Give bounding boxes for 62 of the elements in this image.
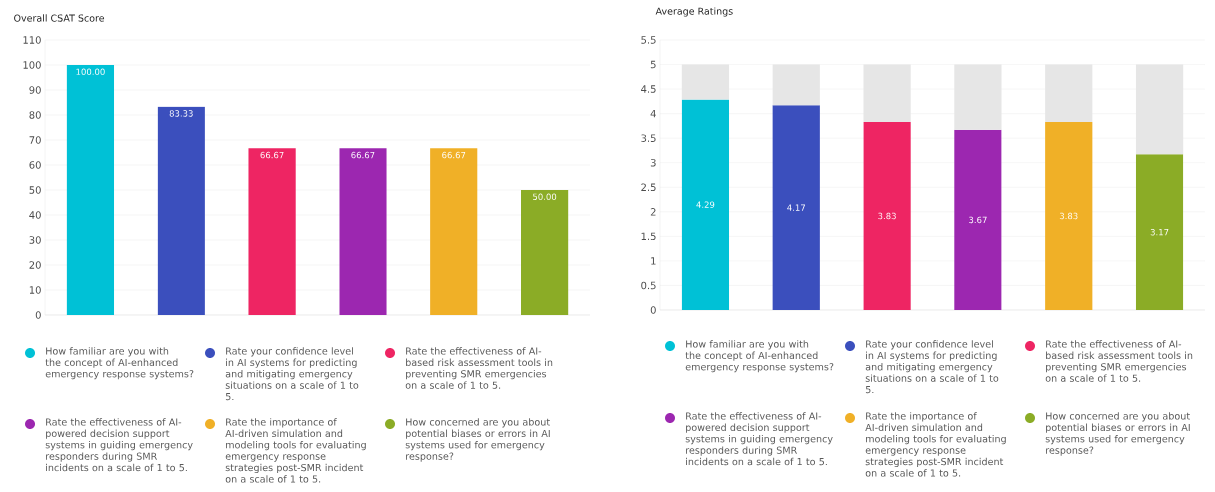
y-tick-label: 50 [29,186,41,194]
data-label: 3.17 [1150,228,1169,236]
legend-label: How familiar are you with the concept of AI-enhanced emergency response systems? [45,347,194,380]
data-label: 83.33 [169,110,193,117]
y-tick-label: 4.5 [641,85,656,93]
y-tick-label: 100 [23,61,41,69]
bar [954,129,1002,310]
legend-label: Rate the effectiveness of AI-powered decision support systems in guiding emergency responders during SMR incidents on a scale of 1 to 5. [685,412,833,466]
bar [863,64,911,122]
y-tick-label: 30 [29,236,41,244]
y-tick-label: 10 [29,286,41,294]
y-tick-label: 2.5 [641,183,656,192]
y-tick-label: 0 [650,306,656,314]
bar [863,121,911,310]
data-label: 4.29 [696,201,715,208]
y-tick-label: 0 [35,311,41,319]
data-label: 3.67 [969,216,987,224]
legend-label: Rate the importance of AI-driven simulation and modeling tools for evaluating emergency response strategies post-SMR incident on a scale of 1 to 5. [225,418,366,483]
y-tick-label: 3.5 [641,134,656,142]
data-label: 3.83 [1059,212,1078,220]
legend-label: How familiar are you with the concept of AI-enhanced emergency response systems? [685,340,834,373]
y-tick-label: 1 [651,257,656,265]
legend-label: Rate the effectiveness of AI-based risk assessment tools in preventing SMR emergencies on a scale of 1 to 5. [1045,340,1193,382]
y-tick-label: 20 [29,261,41,269]
data-label: 4.17 [787,204,805,211]
legend-label: Rate the effectiveness of AI-based risk assessment tools in preventing SMR emergencies on a scale of 1 to 5. [405,347,553,389]
bar [954,64,1002,130]
legend-label: Rate your confidence level in AI systems for predicting and mitigating emergency situations on a scale of 1 to 5. [865,340,999,394]
y-tick-label: 110 [23,36,41,44]
bar [681,64,730,100]
y-tick-label: 3 [650,158,656,167]
data-label: 66.67 [351,151,375,159]
bar [772,105,820,310]
bar [1135,64,1184,155]
y-tick-label: 1.5 [641,232,656,241]
legend-label: Rate your confidence level in AI systems for predicting and mitigating emergency situations on a scale of 1 to 5. [225,347,359,401]
bar [681,99,730,310]
y-tick-label: 0.5 [641,281,656,290]
chart-title: Overall CSAT Score [14,14,105,22]
y-tick-label: 60 [29,161,41,169]
y-tick-label: 4 [650,109,656,118]
y-tick-label: 2 [650,208,656,216]
legend-label: How concerned are you about potential biases or errors in AI systems used for emergency response? [405,418,550,462]
y-tick-label: 80 [29,111,41,119]
legend-label: Rate the effectiveness of AI-powered decision support systems in guiding emergency responders during SMR incidents on a scale of 1 to 5. [45,418,193,472]
bar [1045,64,1093,122]
data-label: 66.67 [442,151,466,159]
y-tick-label: 90 [29,86,41,94]
chart-title: Average Ratings [655,7,733,17]
y-tick-label: 70 [29,136,41,144]
bar [1045,121,1093,310]
data-label: 66.67 [260,151,284,159]
data-label: 50.00 [533,193,557,200]
y-tick-label: 40 [29,211,41,219]
data-label: 3.83 [878,212,896,220]
data-label: 100.00 [76,68,105,75]
y-tick-label: 5 [650,60,656,69]
legend-label: How concerned are you about potential biases or errors in AI systems used for emergency response? [1045,412,1190,456]
y-tick-label: 5.5 [641,36,656,44]
legend-label: Rate the importance of AI-driven simulation and modeling tools for evaluating emergency response strategies post-SMR incident on a scale of 1 to 5. [865,412,1006,477]
bar [772,64,820,106]
bar [1135,154,1184,310]
